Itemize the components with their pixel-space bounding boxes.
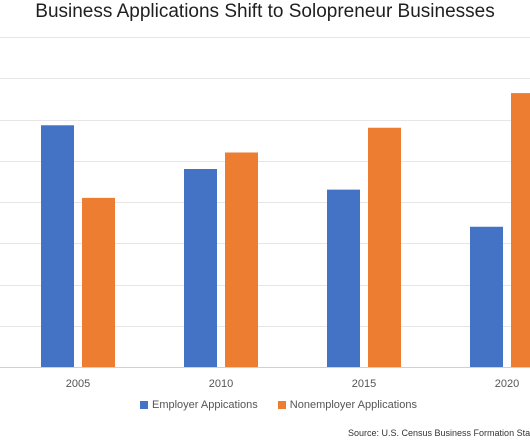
source-note: Source: U.S. Census Business Formation S…: [348, 428, 530, 438]
x-tick-label: 2020: [495, 378, 519, 390]
bar-nonemployer-2010: [225, 152, 258, 367]
gridlines: [0, 37, 530, 368]
x-axis-ticks: 2005 2010 2015 2020: [66, 378, 519, 390]
bar-employer-2010: [184, 169, 217, 367]
chart-title: Business Applications Shift to Soloprene…: [35, 1, 495, 22]
x-tick-label: 2005: [66, 378, 90, 390]
legend-swatch-nonemployer: [277, 401, 286, 409]
legend-label-employer: Employer Appications: [152, 399, 258, 411]
bar-nonemployer-2005: [82, 197, 115, 367]
legend-label-nonemployer: Nonemployer Applications: [289, 399, 417, 411]
bar-employer-2015: [327, 189, 360, 367]
legend-swatch-employer: [140, 401, 148, 409]
x-tick-label: 2015: [352, 378, 376, 390]
x-tick-label: 2010: [209, 378, 233, 390]
bar-nonemployer-2020: [511, 93, 530, 367]
bar-employer-2005: [41, 125, 74, 368]
bars: [41, 93, 530, 368]
bar-employer-2020: [470, 226, 503, 367]
legend-item-employer: Employer Appications: [140, 399, 258, 411]
legend: Employer Appications Nonemployer Applica…: [140, 399, 437, 411]
bar-nonemployer-2015: [368, 127, 401, 367]
legend-item-nonemployer: Nonemployer Applications: [277, 399, 417, 411]
